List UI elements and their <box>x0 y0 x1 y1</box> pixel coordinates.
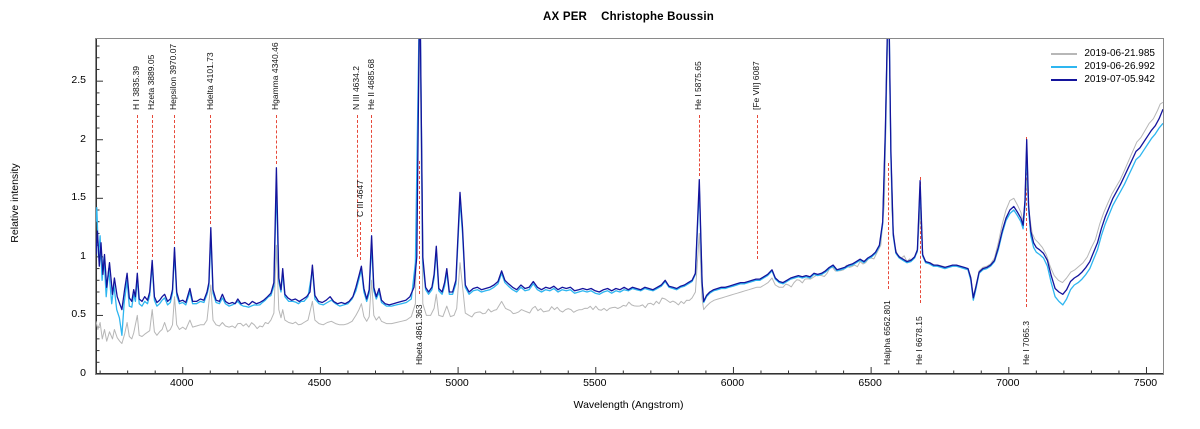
spectrum-canvas <box>96 39 1163 374</box>
spectral-line-marker <box>887 163 889 289</box>
legend-label: 2019-06-21.985 <box>1084 48 1155 59</box>
chart-title: AX PER Christophe Boussin <box>95 11 1162 23</box>
x-tick-label: 7000 <box>996 377 1020 389</box>
legend-item: 2019-07-05.942 <box>1051 73 1155 86</box>
legend-item: 2019-06-26.992 <box>1051 60 1155 73</box>
x-tick-label: 4000 <box>170 377 194 389</box>
spectral-line-marker <box>136 115 138 269</box>
legend: 2019-06-21.985 2019-06-26.992 2019-07-05.9… <box>1051 47 1155 86</box>
x-axis-title: Wavelength (Angstrom) <box>573 399 684 411</box>
legend-line-swatch <box>1051 65 1078 68</box>
x-tick-label: 7500 <box>1133 377 1158 389</box>
spectral-line-marker <box>173 115 175 244</box>
y-tick-label: 2.5 <box>71 74 86 87</box>
spectral-line-marker <box>756 115 758 260</box>
legend-line-swatch <box>1051 78 1078 81</box>
legend-label: 2019-07-05.942 <box>1084 74 1155 85</box>
spectral-line-marker <box>419 160 421 294</box>
series-line-2019-07-05.942 <box>96 39 1163 311</box>
x-tick-label: 5500 <box>583 377 607 389</box>
spectral-line-marker <box>360 222 362 261</box>
series-line-2019-06-26.992 <box>96 39 1163 336</box>
plot-area: H I 3835.39 Hzeta 3889.05 Hepsilon 3970.07… <box>95 38 1164 375</box>
x-tick-label: 6000 <box>720 377 745 389</box>
legend-line-swatch <box>1051 52 1078 55</box>
spectral-line-marker <box>1026 137 1028 308</box>
spectral-line-marker <box>151 115 153 257</box>
y-tick-label: 1 <box>80 249 86 262</box>
author-name: Christophe Boussin <box>601 11 714 23</box>
annotation-dash-layer <box>96 39 1163 374</box>
spectral-line-marker <box>210 115 212 225</box>
x-tick-label: 6500 <box>858 377 882 389</box>
spectral-line-marker <box>919 177 921 303</box>
y-tick-label: 1.5 <box>71 191 86 204</box>
spectral-line-marker <box>698 115 700 177</box>
y-tick-label: 0 <box>80 367 86 379</box>
object-name: AX PER <box>543 11 588 23</box>
y-tick-label: 0.5 <box>71 308 86 321</box>
spectral-line-marker <box>275 115 277 165</box>
series-line-2019-06-21.985 <box>96 39 1163 344</box>
spectral-line-marker <box>356 115 358 257</box>
legend-item: 2019-06-21.985 <box>1051 47 1155 60</box>
spectral-line-marker <box>371 115 373 233</box>
x-tick-label: 5000 <box>445 377 469 389</box>
legend-label: 2019-06-26.992 <box>1084 61 1155 72</box>
x-tick-label: 4500 <box>307 377 332 389</box>
y-tick-label: 2 <box>80 132 86 145</box>
